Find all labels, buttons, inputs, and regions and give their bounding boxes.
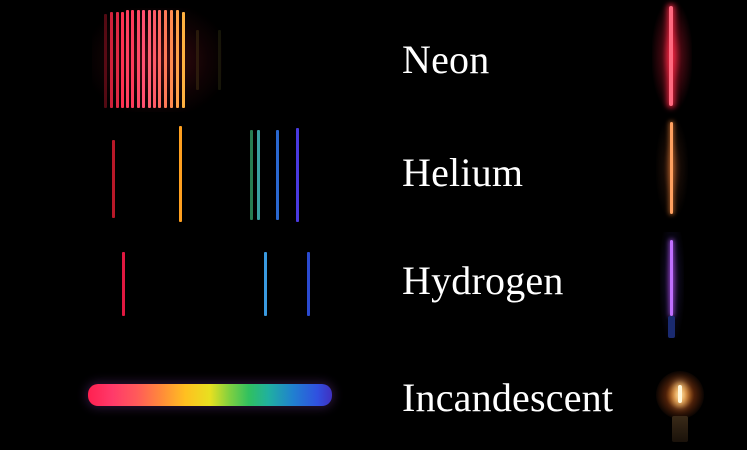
helium-line — [257, 130, 260, 220]
hydrogen-line — [307, 252, 310, 316]
hydrogen-tube-base — [668, 316, 675, 338]
neon-line — [121, 12, 124, 108]
hydrogen-line — [122, 252, 125, 316]
neon-line — [153, 10, 156, 108]
helium-spectrum — [0, 120, 380, 230]
neon-line — [131, 10, 134, 108]
helium-line — [250, 130, 253, 220]
neon-line — [116, 12, 119, 108]
helium-line — [296, 128, 299, 222]
hydrogen-label: Hydrogen — [402, 258, 564, 303]
neon-line — [170, 10, 173, 108]
neon-spectrum — [0, 0, 380, 120]
neon-line — [218, 30, 221, 90]
neon-line — [142, 10, 145, 108]
neon-line — [182, 12, 185, 108]
hydrogen-spectrum — [0, 240, 380, 330]
hydrogen-line — [264, 252, 267, 316]
incandescent-label: Incandescent — [402, 375, 614, 420]
helium-line — [112, 140, 115, 218]
neon-line — [158, 10, 161, 108]
neon-line — [196, 30, 199, 90]
bulb-base — [672, 416, 688, 442]
neon-line — [110, 12, 113, 108]
neon-line — [104, 14, 107, 108]
neon-line — [126, 10, 129, 108]
neon-spectrum-glow — [92, 8, 222, 112]
incandescent-spectrum — [88, 384, 332, 406]
helium-tube-core — [670, 122, 673, 214]
neon-line — [164, 10, 167, 108]
neon-line — [137, 10, 140, 108]
neon-line — [176, 10, 179, 108]
neon-line — [148, 10, 151, 108]
helium-label: Helium — [402, 150, 524, 195]
bulb-filament — [678, 385, 682, 403]
hydrogen-tube-core — [670, 240, 673, 316]
neon-tube-core — [669, 6, 673, 106]
helium-line — [179, 126, 182, 222]
neon-label: Neon — [402, 37, 490, 82]
helium-line — [276, 130, 279, 220]
